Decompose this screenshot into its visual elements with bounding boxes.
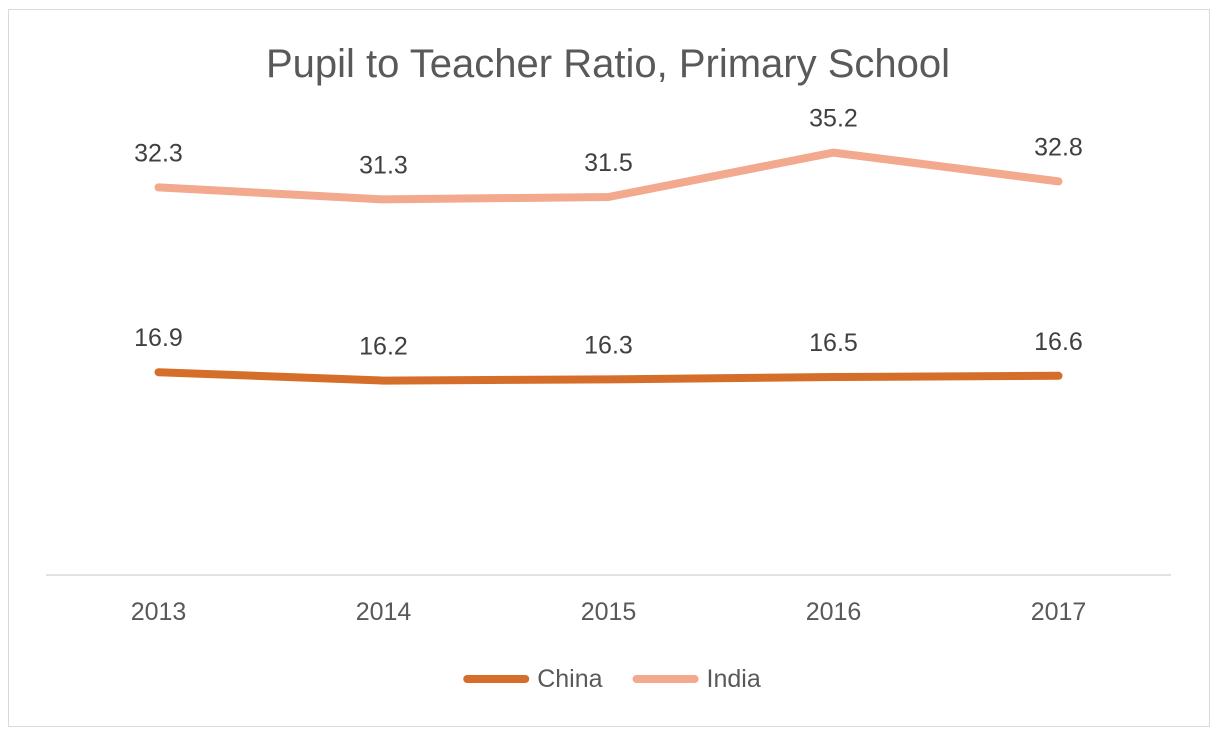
- data-label-india-2016: 35.2: [809, 105, 858, 133]
- data-point-china-2016: [833, 376, 834, 378]
- x-tick-label-2013: 2013: [131, 598, 187, 626]
- data-point-india-2017: [1058, 180, 1059, 182]
- chart-frame: [8, 9, 1210, 727]
- data-point-china-2013: [158, 371, 159, 373]
- data-point-china-2017: [1058, 375, 1059, 377]
- legend: China India: [463, 665, 761, 693]
- data-label-china-2014: 16.2: [359, 333, 408, 361]
- x-axis-ticks: 2013 2014 2015 2016 2017: [131, 598, 1087, 626]
- x-tick-label-2016: 2016: [806, 598, 862, 626]
- data-label-india-2013: 32.3: [134, 139, 183, 167]
- legend-label-china: China: [537, 665, 602, 693]
- legend-label-india: India: [707, 665, 761, 693]
- series-layer: 16.9 16.2 16.3 16.5 16.6 32.3 31.3 31.5 35.2 32.8: [134, 105, 1083, 385]
- data-label-india-2014: 31.3: [359, 151, 408, 179]
- data-point-china-2015: [608, 378, 609, 380]
- x-tick-label-2015: 2015: [581, 598, 637, 626]
- x-tick-label-2014: 2014: [356, 598, 412, 626]
- data-label-china-2017: 16.6: [1034, 328, 1083, 356]
- data-point-india-2015: [608, 196, 609, 198]
- data-label-india-2015: 31.5: [584, 149, 633, 177]
- data-point-india-2014: [383, 198, 384, 200]
- data-label-china-2015: 16.3: [584, 331, 633, 359]
- x-tick-label-2017: 2017: [1031, 598, 1087, 626]
- data-point-india-2016: [833, 152, 834, 154]
- data-label-china-2016: 16.5: [809, 329, 858, 357]
- data-point-china-2014: [383, 380, 384, 382]
- data-point-india-2013: [158, 186, 159, 188]
- data-label-china-2013: 16.9: [134, 324, 183, 352]
- data-label-india-2017: 32.8: [1034, 133, 1083, 161]
- chart-title: Pupil to Teacher Ratio, Primary School: [266, 42, 950, 86]
